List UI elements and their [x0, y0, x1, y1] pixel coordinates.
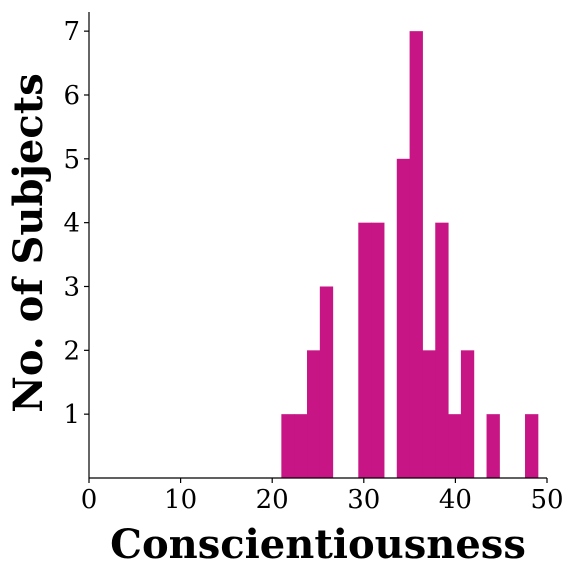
histogram-bar: [294, 414, 308, 478]
x-tick-label: 40: [439, 485, 472, 515]
histogram-bar: [525, 414, 539, 478]
axes-group: [88, 12, 547, 479]
histogram-bar: [435, 222, 449, 478]
histogram-bar: [281, 414, 295, 478]
x-axis-title: Conscientiousness: [110, 521, 526, 568]
histogram-bar: [307, 350, 321, 478]
y-tick-label: 4: [63, 209, 80, 239]
histogram-bar: [409, 31, 423, 479]
histogram-bar: [396, 158, 411, 478]
y-tick-label: 3: [63, 272, 80, 302]
histogram-bar: [422, 350, 436, 478]
x-tick-label: 0: [81, 485, 98, 515]
histogram-bar: [448, 414, 462, 478]
histogram-bar: [460, 350, 475, 478]
y-axis-title: No. of Subjects: [5, 73, 52, 412]
histogram-bar: [486, 414, 500, 478]
y-tick-label: 6: [63, 81, 80, 111]
x-tick-label: 20: [256, 485, 289, 515]
y-ticks-group: 1 2 3 4 5 6 7: [63, 17, 89, 430]
y-tick-label: 2: [63, 336, 80, 366]
y-tick-label: 5: [63, 145, 80, 175]
histogram-bar: [358, 222, 372, 478]
x-ticks-group: 0 10 20 30 40 50: [81, 478, 564, 515]
y-tick-label: 1: [63, 400, 80, 430]
histogram-bar: [371, 222, 385, 478]
bars-group: [281, 31, 539, 479]
y-tick-label: 7: [63, 17, 80, 47]
x-tick-label: 10: [164, 485, 197, 515]
x-tick-label: 50: [530, 485, 563, 515]
histogram-bar: [319, 286, 334, 478]
x-tick-label: 30: [347, 485, 380, 515]
